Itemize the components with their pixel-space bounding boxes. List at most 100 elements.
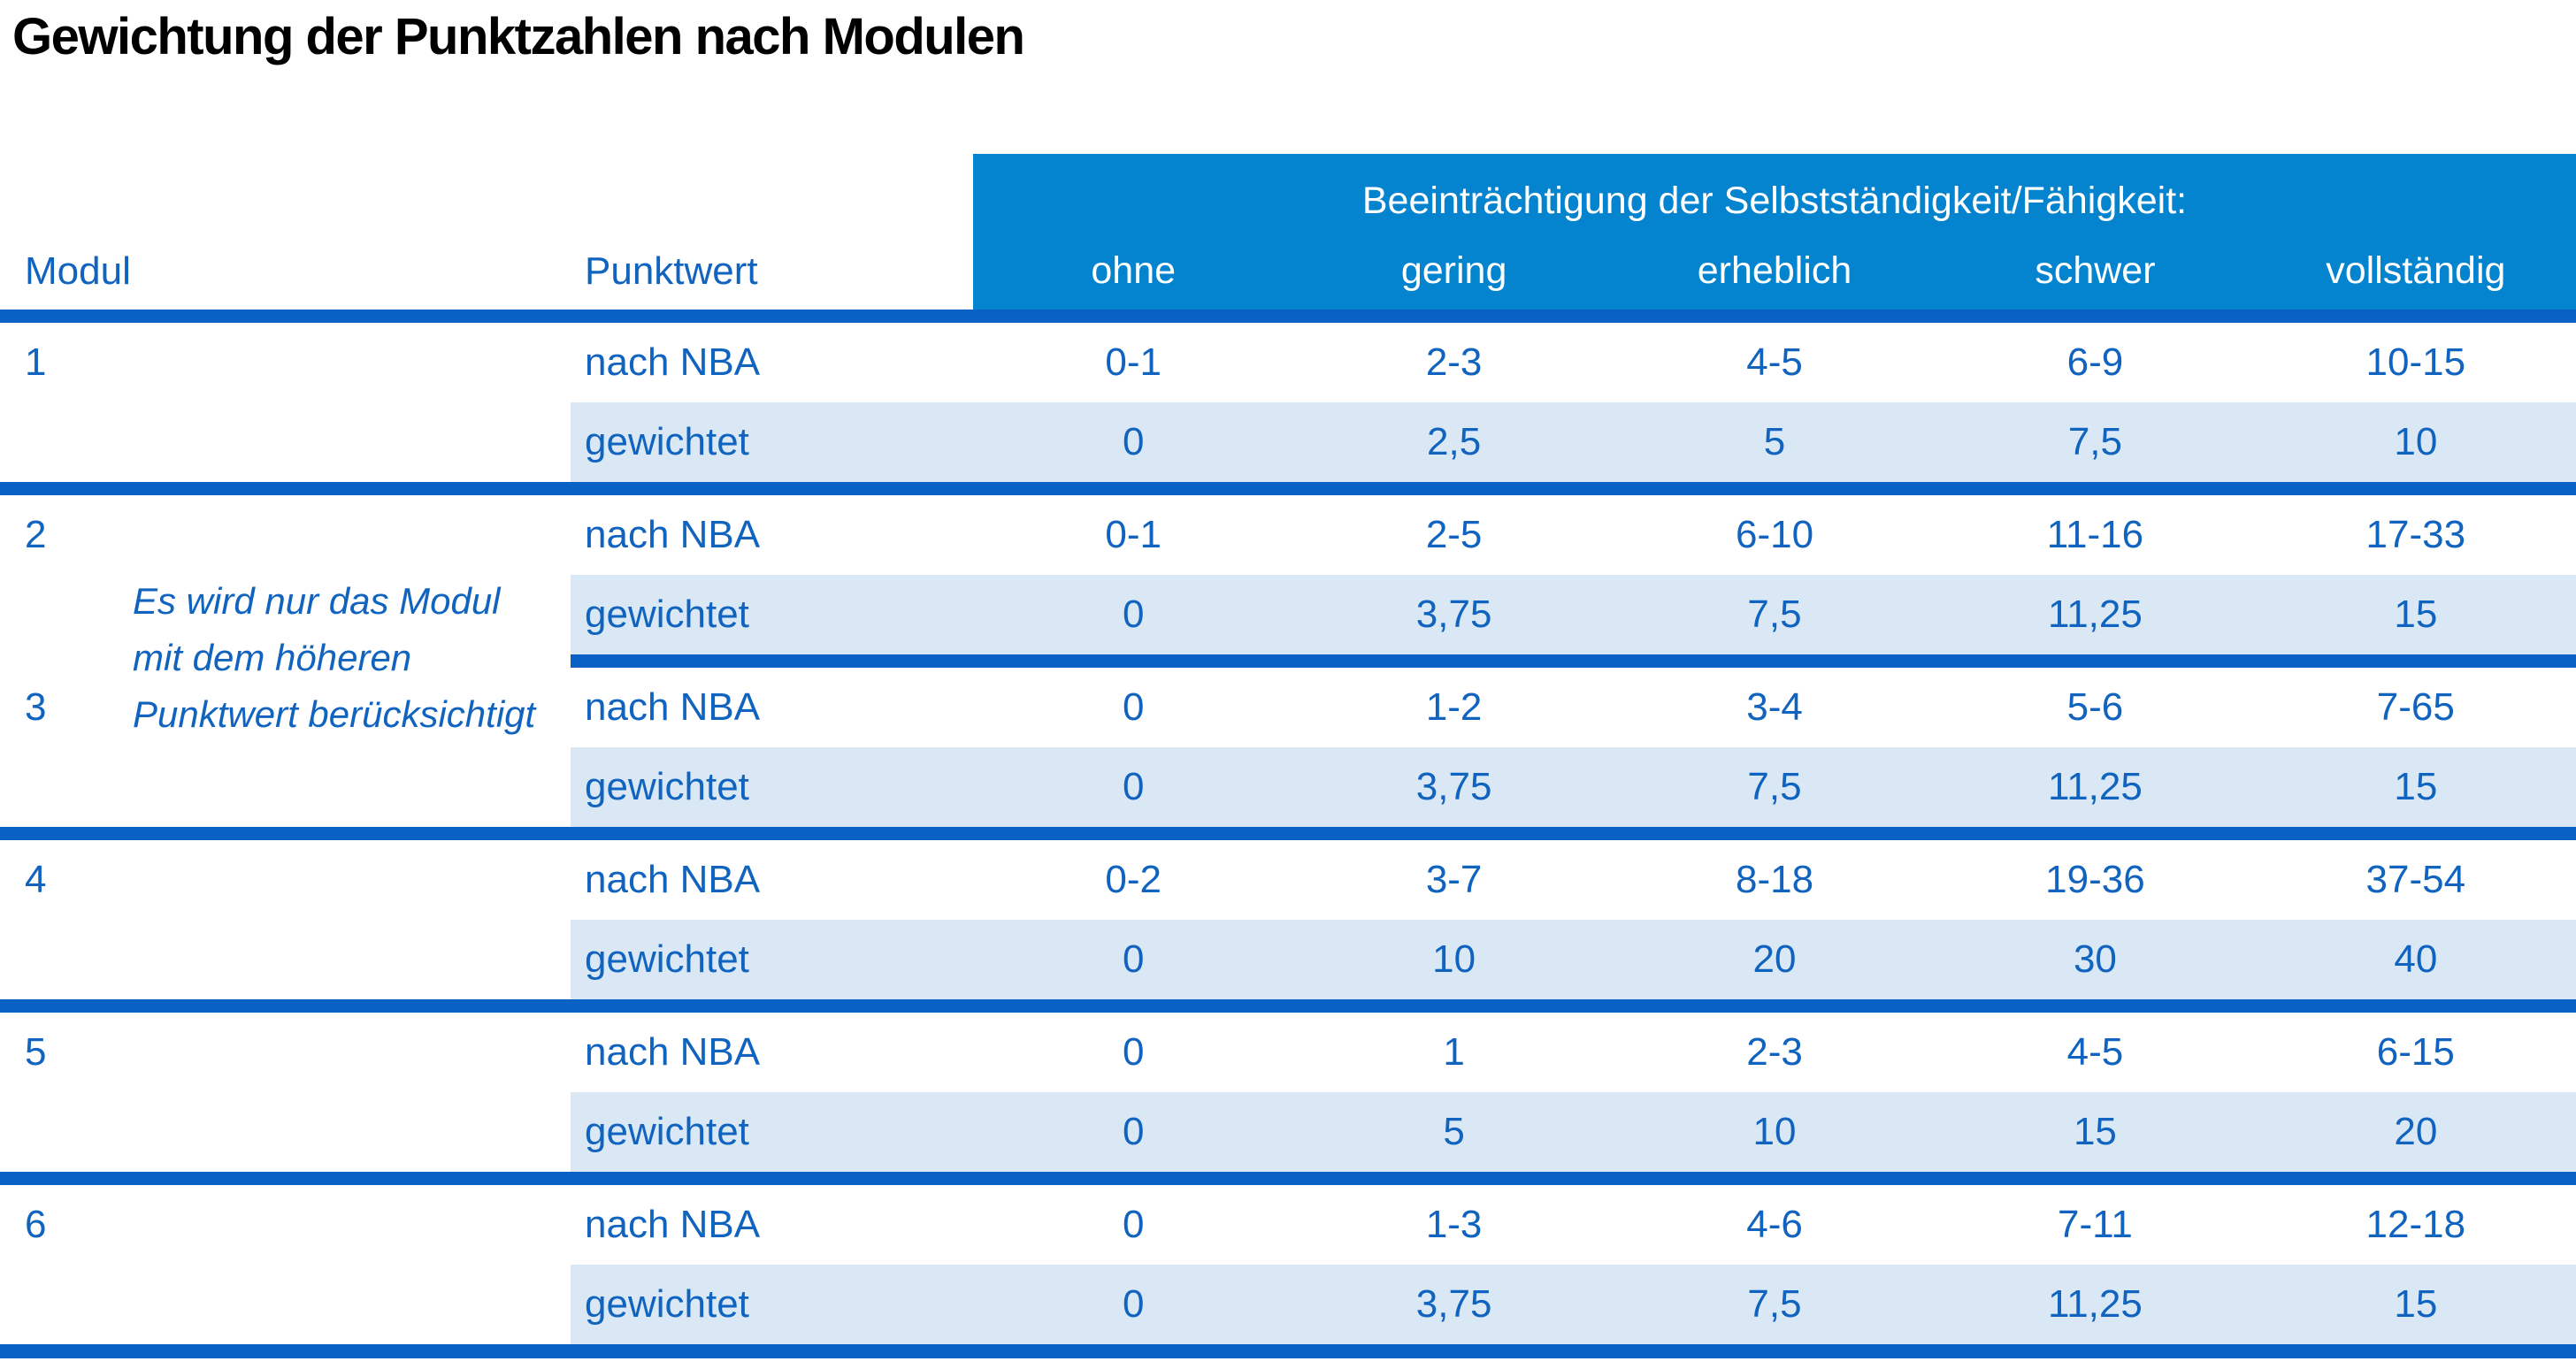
value-cell: 10 xyxy=(1432,937,1476,981)
value-cell: 0 xyxy=(1122,1029,1145,1074)
page-title: Gewichtung der Punktzahlen nach Modulen xyxy=(12,8,1025,65)
module-number: 6 xyxy=(25,1202,47,1246)
note-line: mit dem höheren xyxy=(133,636,412,678)
severity-header-erheblich: erheblich xyxy=(1697,249,1852,292)
module-number-cell xyxy=(0,1092,571,1172)
value-cell: 6-15 xyxy=(2376,1029,2455,1074)
module-divider xyxy=(0,998,2576,1013)
value-cell: 40 xyxy=(2394,937,2438,981)
value-cell: 4-5 xyxy=(2066,1029,2124,1074)
table-row: 1 nach NBA 0-1 2-3 4-5 6-9 10-15 xyxy=(0,323,2576,402)
group-header-title: Beeinträchtigung der Selbstständigkeit/F… xyxy=(1361,179,2188,222)
value-cell: 0 xyxy=(1122,684,1145,729)
severity-header-schwer: schwer xyxy=(2035,249,2156,292)
module-number-cell xyxy=(0,747,571,827)
note-line: Punktwert berücksichtigt xyxy=(133,692,536,735)
severity-header-gering: gering xyxy=(1400,249,1507,292)
value-cell: 11,25 xyxy=(2048,1281,2143,1326)
value-cell: 2-5 xyxy=(1425,512,1483,556)
value-cell: 3,75 xyxy=(1415,764,1492,808)
value-cell: 1-3 xyxy=(1425,1202,1483,1246)
value-cell: 20 xyxy=(1752,937,1797,981)
value-cell: 19-36 xyxy=(2045,857,2145,901)
module-2-3-note: Es wird nur das Modul mit dem höheren Pu… xyxy=(133,573,535,743)
value-cell: 7,5 xyxy=(2067,419,2122,463)
table-row: gewichtet 0 5 10 15 20 xyxy=(0,1091,2576,1172)
module-number: 5 xyxy=(25,1029,47,1074)
value-cell: 2,5 xyxy=(1427,419,1482,463)
row-label-nach-nba: nach NBA xyxy=(585,1202,761,1246)
module-number: 2 xyxy=(25,512,47,556)
row-label-gewichtet: gewichtet xyxy=(585,592,749,636)
value-cell: 7,5 xyxy=(1747,1281,1802,1326)
value-cell: 7-65 xyxy=(2376,684,2455,729)
row-label-gewichtet: gewichtet xyxy=(585,419,749,463)
value-cell: 3-7 xyxy=(1425,857,1483,901)
value-cell: 0 xyxy=(1122,1109,1145,1153)
column-header-punktwert: Punktwert xyxy=(585,249,758,293)
value-cell: 5 xyxy=(1443,1109,1465,1153)
module-number-cell xyxy=(0,1265,571,1344)
value-cell: 11,25 xyxy=(2048,592,2143,636)
table-row: 5 nach NBA 0 1 2-3 4-5 6-15 xyxy=(0,1013,2576,1092)
table-row: 6 nach NBA 0 1-3 4-6 7-11 12-18 xyxy=(0,1185,2576,1265)
weighting-table: Modul Punktwert Beeinträchtigung der Sel… xyxy=(0,153,2576,1358)
value-cell: 2-3 xyxy=(1746,1029,1803,1074)
value-cell: 4-6 xyxy=(1746,1202,1803,1246)
value-cell: 10 xyxy=(1752,1109,1797,1153)
note-line: Es wird nur das Modul xyxy=(133,579,501,622)
value-cell: 37-54 xyxy=(2365,857,2466,901)
header-divider xyxy=(0,309,2576,323)
value-cell: 5-6 xyxy=(2066,684,2124,729)
table-row: gewichtet 0 3,75 7,5 11,25 15 xyxy=(0,574,2576,654)
row-label-nach-nba: nach NBA xyxy=(585,857,761,901)
table-row: gewichtet 0 3,75 7,5 11,25 15 xyxy=(0,1264,2576,1344)
row-label-nach-nba: nach NBA xyxy=(585,340,761,384)
row-label-nach-nba: nach NBA xyxy=(585,1029,761,1074)
value-cell: 0-1 xyxy=(1105,340,1162,384)
module-divider xyxy=(0,1171,2576,1185)
module-divider xyxy=(0,826,2576,840)
impairment-group-header: Beeinträchtigung der Selbstständigkeit/F… xyxy=(973,153,2576,310)
module-1-block: 1 nach NBA 0-1 2-3 4-5 6-9 10-15 gewicht… xyxy=(0,323,2576,495)
value-cell: 10 xyxy=(2394,419,2438,463)
table-header-row: Modul Punktwert Beeinträchtigung der Sel… xyxy=(0,153,2576,310)
value-cell: 17-33 xyxy=(2365,512,2466,556)
value-cell: 3,75 xyxy=(1415,1281,1492,1326)
row-label-gewichtet: gewichtet xyxy=(585,937,749,981)
value-cell: 1 xyxy=(1443,1029,1465,1074)
value-cell: 30 xyxy=(2073,937,2117,981)
severity-header-row: ohne gering erheblich schwer vollständig xyxy=(973,240,2576,310)
value-cell: 11,25 xyxy=(2048,764,2143,808)
module-5-block: 5 nach NBA 0 1 2-3 4-5 6-15 gewichtet 0 … xyxy=(0,1013,2576,1185)
row-label-nach-nba: nach NBA xyxy=(585,512,761,556)
value-cell: 7-11 xyxy=(2058,1202,2133,1246)
value-cell: 8-18 xyxy=(1735,857,1814,901)
row-label-nach-nba: nach NBA xyxy=(585,684,761,729)
value-cell: 15 xyxy=(2394,1281,2438,1326)
value-cell: 10-15 xyxy=(2365,340,2466,384)
value-cell: 5 xyxy=(1763,419,1786,463)
value-cell: 0 xyxy=(1122,419,1145,463)
value-cell: 11-16 xyxy=(2046,512,2144,556)
module-6-block: 6 nach NBA 0 1-3 4-6 7-11 12-18 gewichte… xyxy=(0,1185,2576,1358)
module-number-cell xyxy=(0,920,571,999)
module-divider-partial xyxy=(571,654,2576,668)
table-row: gewichtet 0 10 20 30 40 xyxy=(0,919,2576,999)
value-cell: 0 xyxy=(1122,764,1145,808)
row-label-gewichtet: gewichtet xyxy=(585,764,749,808)
row-label-gewichtet: gewichtet xyxy=(585,1281,749,1326)
value-cell: 15 xyxy=(2073,1109,2117,1153)
value-cell: 7,5 xyxy=(1747,764,1802,808)
module-divider xyxy=(0,481,2576,495)
value-cell: 0-1 xyxy=(1105,512,1162,556)
row-label-gewichtet: gewichtet xyxy=(585,1109,749,1153)
module-2-3-block: 2 nach NBA 0-1 2-5 6-10 11-16 17-33 gewi… xyxy=(0,495,2576,840)
table-row: gewichtet 0 3,75 7,5 11,25 15 xyxy=(0,746,2576,827)
value-cell: 0-2 xyxy=(1105,857,1162,901)
module-number: 4 xyxy=(25,857,47,901)
value-cell: 2-3 xyxy=(1425,340,1483,384)
module-4-block: 4 nach NBA 0-2 3-7 8-18 19-36 37-54 gewi… xyxy=(0,840,2576,1013)
table-row: 3 nach NBA 0 1-2 3-4 5-6 7-65 xyxy=(0,668,2576,747)
value-cell: 15 xyxy=(2394,764,2438,808)
